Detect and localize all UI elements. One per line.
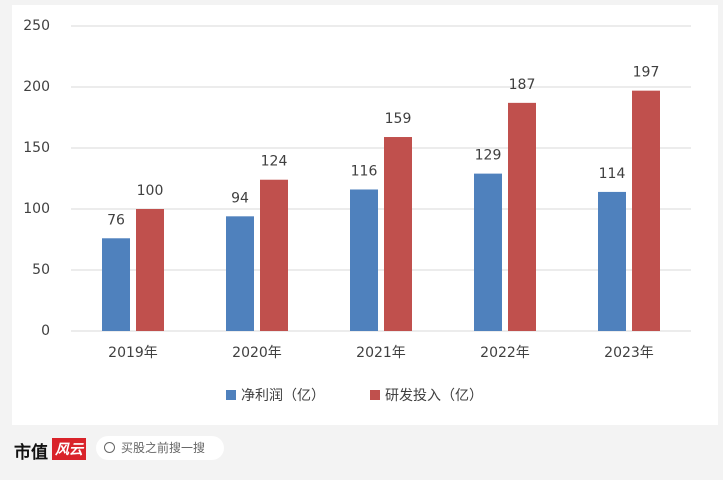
bar: [136, 209, 164, 331]
y-tick-label: 0: [41, 323, 50, 339]
y-tick-label: 200: [23, 79, 50, 95]
x-tick-label: 2020年: [232, 345, 282, 361]
value-label: 94: [231, 190, 249, 206]
logo: 市值: [14, 443, 48, 463]
footer: 市值 风云 买股之前搜一搜: [0, 430, 723, 480]
bar: [260, 179, 288, 331]
bar: [226, 216, 254, 331]
x-tick-label: 2023年: [604, 345, 654, 361]
bar: [350, 189, 378, 331]
x-tick-label: 2019年: [108, 345, 158, 361]
y-tick-label: 150: [23, 140, 50, 156]
bar: [474, 173, 502, 331]
logo-badge: 风云: [52, 438, 86, 460]
bar: [508, 102, 536, 331]
bar: [102, 238, 130, 331]
value-label: 159: [385, 111, 412, 127]
value-label: 76: [107, 212, 125, 228]
value-label: 124: [261, 154, 288, 170]
y-tick-label: 50: [32, 262, 50, 278]
legend-swatch: [370, 390, 380, 400]
search-placeholder: 买股之前搜一搜: [121, 441, 206, 455]
bar: [632, 90, 660, 331]
bar: [384, 137, 412, 331]
value-label: 114: [599, 166, 626, 182]
bar: [598, 191, 626, 331]
value-label: 116: [351, 163, 378, 179]
y-tick-label: 100: [23, 201, 50, 217]
value-label: 129: [475, 148, 502, 164]
search-icon: [104, 442, 115, 453]
x-tick-label: 2022年: [480, 345, 530, 361]
value-label: 187: [509, 77, 536, 93]
legend-label: 研发投入（亿）: [385, 388, 483, 404]
value-label: 100: [137, 183, 164, 199]
legend-swatch: [226, 390, 236, 400]
y-tick-label: 250: [23, 18, 50, 34]
x-tick-label: 2021年: [356, 345, 406, 361]
legend-label: 净利润（亿）: [241, 388, 325, 404]
value-label: 197: [633, 65, 660, 81]
chart: 0 50 100 150 200 250 2019年 76 100 2020年 94 124 2021年…: [12, 5, 718, 425]
search-box[interactable]: 买股之前搜一搜: [96, 436, 224, 460]
